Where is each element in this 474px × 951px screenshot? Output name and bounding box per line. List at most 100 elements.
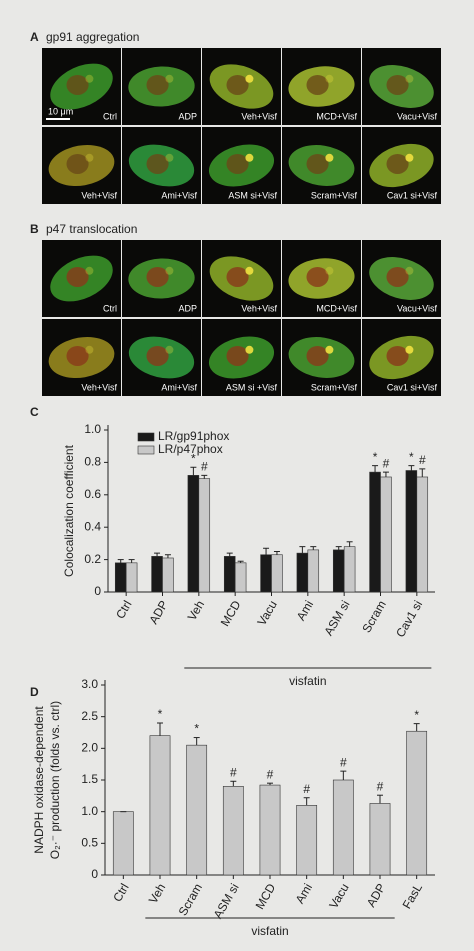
y-tick-label: 0.6 <box>84 487 101 501</box>
nucleus <box>146 74 169 95</box>
x-tick-label: Scram <box>359 598 388 635</box>
x-tick-label: MCD <box>218 598 244 629</box>
nucleus <box>66 345 89 366</box>
cluster <box>165 266 174 275</box>
panel-label: C <box>30 405 39 419</box>
x-tick-label: ASM si <box>321 598 352 638</box>
image-label: Vacu+Visf <box>397 111 437 121</box>
nucleus <box>386 345 409 366</box>
image-label: Ami+Visf <box>161 382 197 392</box>
significance-marker: # <box>377 779 384 793</box>
image-label: ASM si+Visf <box>228 190 277 200</box>
y-tick-label: 1.5 <box>81 772 98 786</box>
x-tick-label: Veh <box>185 598 207 623</box>
image-label: Cav1 si+Visf <box>387 190 438 200</box>
bar <box>222 786 244 876</box>
legend-label: LR/gp91phox <box>158 429 229 443</box>
bar <box>162 557 174 593</box>
nucleus <box>226 153 249 174</box>
nucleus <box>386 153 409 174</box>
bar <box>332 549 345 593</box>
cluster <box>165 153 174 162</box>
x-tick-label: Cav1 si <box>393 598 425 640</box>
significance-marker: * <box>194 722 199 736</box>
nucleus <box>386 266 409 287</box>
significance-marker: # <box>267 767 274 781</box>
nucleus <box>66 153 89 174</box>
image-label: Scram+Visf <box>311 190 358 200</box>
x-tick-label: Scram <box>176 881 205 918</box>
bar <box>343 546 356 593</box>
nucleus <box>306 345 329 366</box>
bracket-label: visfatin <box>289 674 326 688</box>
cluster <box>325 345 334 354</box>
y-tick-label: 1.0 <box>84 422 101 436</box>
bar <box>186 744 208 876</box>
panel-title: p47 translocation <box>46 222 137 236</box>
nucleus <box>226 74 249 95</box>
cluster <box>245 153 254 162</box>
cluster <box>405 345 414 354</box>
panel-label: A <box>30 30 39 44</box>
bar <box>149 735 171 876</box>
y-axis-label: NADPH oxidase-dependent <box>32 706 46 854</box>
cluster <box>245 266 254 275</box>
y-tick-label: 0.5 <box>81 836 98 850</box>
image-label: ADP <box>178 303 197 313</box>
nucleus <box>146 153 169 174</box>
image-label: Veh+Visf <box>81 382 117 392</box>
nucleus <box>226 266 249 287</box>
x-tick-label: ASM si <box>211 881 242 921</box>
bar <box>198 478 211 593</box>
nucleus <box>306 74 329 95</box>
bar <box>259 784 281 876</box>
x-tick-label: MCD <box>253 881 279 912</box>
significance-marker: # <box>383 456 390 470</box>
significance-marker: * <box>373 450 378 464</box>
significance-marker: # <box>201 460 208 474</box>
significance-marker: # <box>230 765 237 779</box>
bar <box>296 805 318 876</box>
significance-marker: # <box>419 453 426 467</box>
bar <box>223 556 236 593</box>
bar <box>332 779 354 876</box>
x-tick-label: Veh <box>146 881 168 906</box>
image-label: Vacu+Visf <box>397 303 437 313</box>
significance-marker: * <box>409 450 414 464</box>
y-tick-label: 1.0 <box>81 804 98 818</box>
bar <box>369 803 391 876</box>
bar <box>369 471 381 593</box>
cluster <box>85 345 94 354</box>
bar <box>187 475 200 593</box>
bar <box>271 554 283 593</box>
x-tick-label: Vacu <box>254 598 279 628</box>
image-label: Veh+Visf <box>241 303 277 313</box>
x-tick-label: Vacu <box>326 881 351 911</box>
cluster <box>85 153 94 162</box>
nucleus <box>306 153 329 174</box>
bar <box>416 476 429 593</box>
bar <box>234 562 247 593</box>
x-tick-label: ADP <box>146 598 170 626</box>
legend-swatch <box>137 432 155 442</box>
nucleus <box>146 266 169 287</box>
image-label: Ami+Visf <box>161 190 197 200</box>
nucleus <box>386 74 409 95</box>
y-tick-label: 3.0 <box>81 677 98 691</box>
image-label: ASM si +Visf <box>226 382 278 392</box>
cluster <box>245 74 254 83</box>
y-axis-label: Colocalization coefficient <box>62 444 76 577</box>
significance-marker: # <box>340 755 347 769</box>
cluster <box>405 266 414 275</box>
cluster <box>325 153 334 162</box>
y-tick-label: 2.0 <box>81 741 98 755</box>
significance-marker: * <box>158 707 163 721</box>
image-label: Ctrl <box>103 303 117 313</box>
image-label: Scram+Visf <box>311 382 358 392</box>
nucleus <box>226 345 249 366</box>
nucleus <box>306 266 329 287</box>
legend-swatch <box>137 445 155 455</box>
image-label: Ctrl <box>103 111 117 121</box>
image-label: Veh+Visf <box>241 111 277 121</box>
